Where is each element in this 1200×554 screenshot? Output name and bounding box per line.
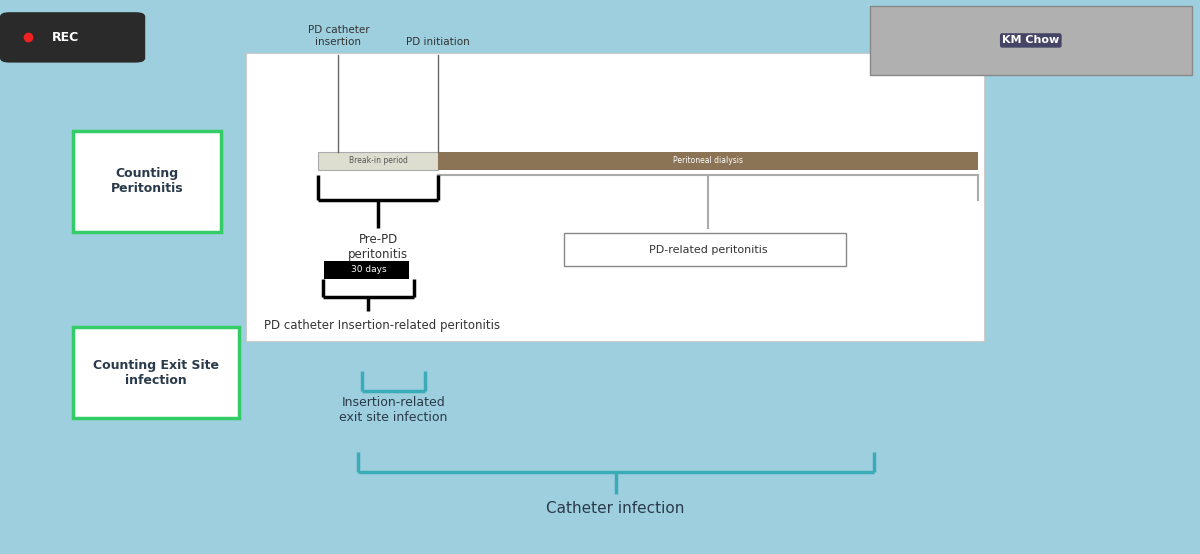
- Text: Insertion-related
exit site infection: Insertion-related exit site infection: [340, 396, 448, 424]
- Text: 30 days: 30 days: [350, 265, 386, 274]
- FancyBboxPatch shape: [73, 131, 221, 232]
- Text: Catheter infection: Catheter infection: [546, 501, 685, 516]
- Text: Pre-PD
peritonitis: Pre-PD peritonitis: [348, 233, 408, 261]
- Text: PD-related peritonitis: PD-related peritonitis: [649, 245, 767, 255]
- Text: Counting Exit Site
infection: Counting Exit Site infection: [94, 358, 220, 387]
- FancyBboxPatch shape: [324, 261, 409, 279]
- FancyBboxPatch shape: [73, 327, 239, 418]
- Bar: [318, 152, 438, 170]
- Text: PD catheter Insertion-related peritonitis: PD catheter Insertion-related peritoniti…: [264, 320, 500, 332]
- FancyBboxPatch shape: [246, 53, 984, 341]
- Text: KM Chow: KM Chow: [1002, 35, 1060, 45]
- FancyBboxPatch shape: [564, 233, 846, 266]
- Text: Peritoneal dialysis: Peritoneal dialysis: [673, 156, 743, 165]
- Text: PD initiation: PD initiation: [406, 37, 470, 47]
- Text: PD catheter
insertion: PD catheter insertion: [307, 25, 370, 47]
- FancyBboxPatch shape: [0, 12, 145, 63]
- Text: Counting
Peritonitis: Counting Peritonitis: [110, 167, 184, 196]
- Bar: [438, 152, 978, 170]
- Text: REC: REC: [52, 30, 79, 44]
- FancyBboxPatch shape: [870, 6, 1192, 75]
- Text: Break-in period: Break-in period: [348, 156, 408, 165]
